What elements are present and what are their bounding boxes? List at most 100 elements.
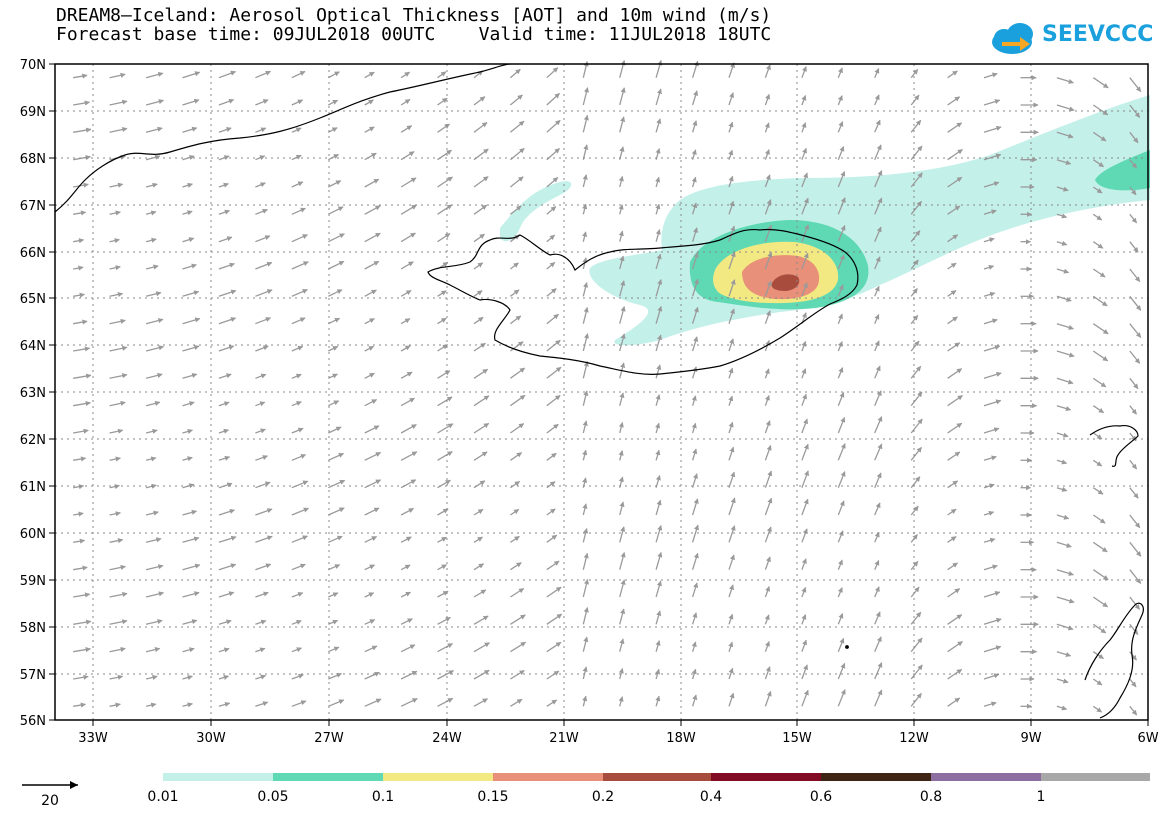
wind-vector [582,203,588,215]
wind-vector [947,290,957,297]
wind-vector [1129,678,1137,688]
wind-vector [1129,131,1139,144]
wind-vector [473,96,486,106]
wind-vector [983,483,995,489]
wind-vector [983,673,1000,680]
wind-vector [619,59,626,78]
wind-vector [874,472,882,488]
colorbar-label: 0.6 [810,789,832,805]
wind-vector [801,443,809,461]
wind-vector [509,94,523,106]
lat-label: 60N [20,527,46,542]
wind-vector [728,497,736,516]
wind-vector [1092,541,1108,553]
wind-vector [546,177,559,188]
wind-vector [255,481,271,489]
wind-vector [182,675,193,681]
wind-vector [837,225,846,242]
wind-vector [1092,678,1103,686]
wind-vector [473,563,485,571]
wind-vector [619,280,626,297]
wind-vector [218,674,229,680]
wind-vector [364,260,380,270]
wind-vector [910,68,919,79]
wind-vector [582,527,589,543]
wind-vector [145,372,163,379]
wind-vector [764,641,770,652]
wind-vector [510,341,524,352]
wind-vector [619,87,626,106]
wind-vector [546,261,556,270]
wind-vector [764,310,771,324]
wind-vector [218,373,232,379]
lon-label: 12W [899,731,929,746]
wind-vector [801,122,807,133]
lat-label: 68N [20,152,46,167]
wind-vector [874,443,883,461]
wind-vector [145,126,163,133]
wind-vector [291,317,306,325]
wind-vector [473,368,489,379]
wind-vector [874,94,880,106]
forecast-times: Forecast base time: 09JUL2018 00UTC Vali… [56,24,772,45]
wind-vector [364,507,380,516]
wind-vector [109,564,126,571]
wind-vector [437,344,449,352]
wind-vector [473,395,490,407]
wind-vector [145,264,159,270]
wind-vector [546,234,556,243]
wind-vector [1129,77,1142,93]
wind-vector [655,580,662,598]
wind-vector [437,643,453,653]
lon-label: 24W [432,731,462,746]
wind-vector [109,99,128,106]
wind-vector [1129,213,1138,224]
wind-vector [947,262,957,270]
wind-vector [837,313,843,324]
wind-vector [109,265,121,271]
wind-vector [983,153,1002,161]
wind-vector [109,72,126,79]
wind-vector [1092,596,1109,608]
wind-vector [364,205,381,215]
wind-vector [837,613,844,625]
wind-vector [618,421,624,434]
wind-vector [983,427,1000,434]
wind-vector [1129,377,1139,390]
wind-vector [145,237,157,243]
wind-vector [1129,323,1142,338]
wind-vector [837,284,844,297]
wind-vector [910,145,923,161]
wind-vector [910,611,922,625]
wind-vector [364,152,377,161]
lon-label: 18W [666,731,696,746]
wind-vector [109,674,124,680]
wind-vector [510,480,521,489]
wind-vector [437,290,447,297]
wind-vector [255,127,267,133]
wind-vector [582,666,588,680]
wind-vector [255,373,267,379]
wind-vector [328,452,344,461]
lat-label: 66N [20,246,46,261]
wind-vector [400,125,413,133]
wind-vector [1092,295,1108,307]
wind-vector [182,210,193,216]
wind-vector [328,564,341,571]
wind-vector [510,641,527,653]
wind-vector [145,456,157,462]
wind-vector [691,395,697,406]
wind-vector [582,144,589,160]
wind-vector [437,204,453,215]
wind-vector [837,587,843,598]
wind-vector [1056,486,1068,492]
wind-vector [364,232,381,243]
wind-vector [291,289,308,297]
wind-vector [1129,241,1139,253]
wind-vector [510,205,522,215]
greenland-coast [54,63,511,213]
wind-vector [983,591,1001,598]
wind-vector [218,401,230,407]
wind-vector [546,313,559,325]
wind-vector [546,92,560,106]
